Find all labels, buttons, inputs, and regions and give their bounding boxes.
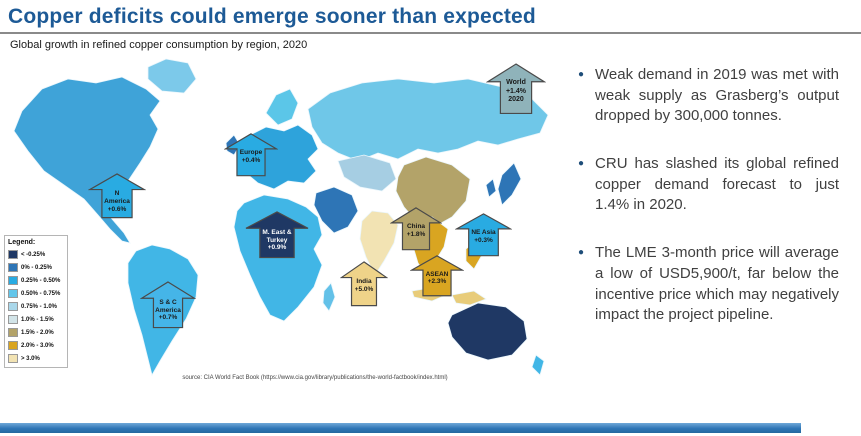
legend-item: 1.5% - 2.0% [8, 326, 64, 339]
region-callout-world: World +1.4% 2020 [486, 63, 546, 115]
landmass-greenland [147, 58, 197, 94]
header: Copper deficits could emerge sooner than… [0, 0, 861, 34]
footer-bar [0, 423, 801, 433]
legend-swatch [8, 328, 18, 337]
legend-swatch [8, 354, 18, 363]
region-callout-label: N America +0.6% [104, 190, 130, 213]
legend-item: 0% - 0.25% [8, 261, 64, 274]
landmass-middle-east [313, 186, 359, 234]
region-callout-s-c-america: S & C America +0.7% [140, 281, 196, 329]
page-title: Copper deficits could emerge sooner than… [8, 5, 536, 28]
legend-item: > 3.0% [8, 352, 64, 365]
region-callout-label: India +5.0% [354, 278, 374, 293]
legend-item: 2.0% - 3.0% [8, 339, 64, 352]
bullet-item: ● CRU has slashed its global refined cop… [578, 154, 839, 216]
bullet-icon: ● [578, 247, 585, 259]
legend-item: 1.0% - 1.5% [8, 313, 64, 326]
region-callout-label: NE Asia +0.3% [471, 229, 496, 245]
landmass-scandinavia [265, 88, 299, 126]
region-callout-india: India +5.0% [340, 261, 388, 307]
world-map-panel: Legend: < -0.25% 0% - 0.25% 0.25% - 0.50… [0, 53, 562, 391]
landmass-korea [485, 178, 497, 198]
region-callout-label: S & C America +0.7% [155, 298, 181, 322]
region-callout-label: World +1.4% 2020 [505, 79, 527, 103]
bullet-item: ● The LME 3-month price will average a l… [578, 243, 839, 326]
legend-item: 0.50% - 0.75% [8, 287, 64, 300]
bullet-text: Weak demand in 2019 was met with weak su… [595, 66, 839, 125]
legend-swatch [8, 302, 18, 311]
region-callout-europe: Europe +0.4% [224, 133, 278, 177]
region-callout-label: ASEAN +2.3% [425, 270, 449, 286]
legend-swatch [8, 289, 18, 298]
key-points-panel: ● Weak demand in 2019 was met with weak … [562, 53, 861, 353]
landmass-new-zealand [531, 354, 545, 376]
landmass-indonesia-east [451, 290, 487, 306]
legend-item: 0.25% - 0.50% [8, 274, 64, 287]
region-callout-label: China +1.8% [406, 223, 426, 239]
region-callout-china: China +1.8% [390, 207, 442, 251]
region-callout-label: M. East & Turkey +0.9% [262, 228, 292, 252]
region-callout-asean: ASEAN +2.3% [410, 255, 464, 297]
legend-title: Legend: [8, 239, 36, 246]
map-subtitle: Global growth in refined copper consumpt… [10, 39, 308, 51]
region-callout-ne-asia: NE Asia +0.3% [455, 213, 512, 257]
bullet-icon: ● [578, 69, 585, 80]
legend-item: < -0.25% [8, 248, 64, 261]
bullet-text: CRU has slashed its global refined coppe… [595, 155, 839, 214]
bullet-text: The LME 3-month price will average a low… [595, 244, 839, 324]
landmass-central-asia [337, 154, 397, 192]
source-note: source: CIA World Fact Book (https://www… [182, 375, 448, 381]
legend-item: 0.75% - 1.0% [8, 300, 64, 313]
legend-swatch [8, 276, 18, 285]
landmass-madagascar [322, 282, 336, 312]
landmass-japan [497, 162, 522, 206]
map-legend: Legend: < -0.25% 0% - 0.25% 0.25% - 0.50… [4, 235, 68, 368]
bullet-item: ● Weak demand in 2019 was met with weak … [578, 65, 839, 127]
bullet-icon: ● [578, 158, 585, 170]
legend-swatch [8, 263, 18, 272]
region-callout-n-america: N America +0.6% [88, 173, 146, 219]
legend-swatch [8, 341, 18, 350]
content-area: Legend: < -0.25% 0% - 0.25% 0.25% - 0.50… [0, 53, 861, 391]
region-callout-m-east-turkey: M. East & Turkey +0.9% [244, 211, 310, 259]
legend-swatch [8, 315, 18, 324]
region-callout-label: Europe +0.4% [239, 149, 263, 165]
landmass-australia [447, 302, 528, 361]
landmass-india [359, 210, 399, 276]
legend-swatch [8, 250, 18, 259]
